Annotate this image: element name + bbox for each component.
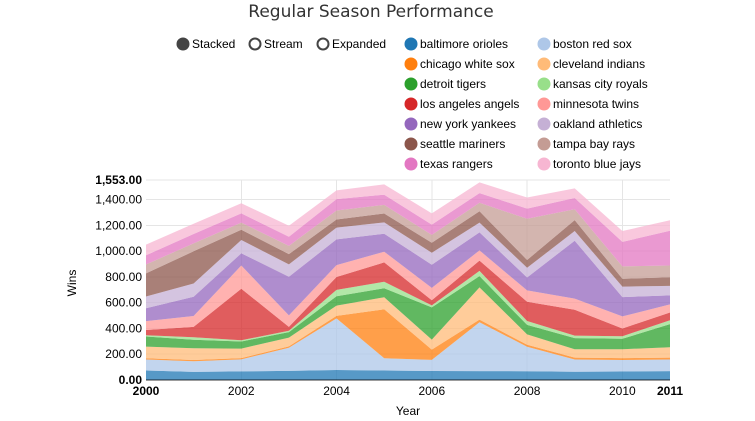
legend-item[interactable]: new york yankees <box>404 117 517 131</box>
x-axis-label: Year <box>396 404 420 418</box>
area-new-york-yankees[interactable] <box>146 232 670 322</box>
legend-item[interactable]: minnesota twins <box>537 97 640 111</box>
legend-label[interactable]: new york yankees <box>420 117 516 131</box>
area-seattle-mariners[interactable] <box>146 211 670 297</box>
legend-swatch[interactable] <box>404 77 418 91</box>
legend-label[interactable]: toronto blue jays <box>553 157 641 171</box>
area-detroit-tigers[interactable] <box>146 276 670 350</box>
legend-label[interactable]: kansas city royals <box>553 77 648 91</box>
legend-swatch[interactable] <box>404 117 418 131</box>
control-label[interactable]: Stream <box>264 37 303 51</box>
legend-swatch[interactable] <box>404 37 418 51</box>
legend-swatch[interactable] <box>404 57 418 71</box>
y-tick-label: 0.00 <box>119 373 143 387</box>
legend-label[interactable]: detroit tigers <box>420 77 486 91</box>
legend-label[interactable]: seattle mariners <box>420 137 505 151</box>
y-tick-label: 1,000.00 <box>95 244 142 258</box>
control-label[interactable]: Stacked <box>192 37 235 51</box>
area-texas-rangers[interactable] <box>146 193 670 267</box>
control-circle[interactable] <box>316 37 330 51</box>
legend-item[interactable]: seattle mariners <box>404 137 506 151</box>
control-expanded[interactable]: Expanded <box>316 37 387 51</box>
legend-label[interactable]: los angeles angels <box>420 97 519 111</box>
y-tick-label: 600.00 <box>105 296 142 310</box>
legend-item[interactable]: oakland athletics <box>537 117 643 131</box>
x-axis: 2000 2002 2004 2006 2008 2010 2011 <box>133 379 683 398</box>
legend-swatch[interactable] <box>537 117 551 131</box>
legend-item[interactable]: baltimore orioles <box>404 37 509 51</box>
legend-label[interactable]: oakland athletics <box>553 117 642 131</box>
y-tick-label: 1,553.00 <box>95 173 142 187</box>
y-tick-label: 800.00 <box>105 270 142 284</box>
chart-controls: Stacked Stream Expanded <box>176 37 387 51</box>
x-tick-label: 2004 <box>323 384 350 398</box>
control-stream[interactable]: Stream <box>248 37 303 51</box>
legend-item[interactable]: boston red sox <box>537 37 632 51</box>
area-minnesota-twins[interactable] <box>146 250 670 330</box>
legend-label[interactable]: tampa bay rays <box>553 137 635 151</box>
x-tick-label: 2010 <box>609 384 636 398</box>
x-tick-label: 2002 <box>228 384 255 398</box>
legend-swatch[interactable] <box>404 137 418 151</box>
legend-label[interactable]: texas rangers <box>420 157 493 171</box>
legend-label[interactable]: cleveland indians <box>553 57 645 71</box>
legend-swatch[interactable] <box>537 137 551 151</box>
legend-label[interactable]: minnesota twins <box>553 97 639 111</box>
legend-swatch[interactable] <box>537 37 551 51</box>
y-tick-label: 1,200.00 <box>95 218 142 232</box>
legend-item[interactable]: toronto blue jays <box>537 157 642 171</box>
legend-item[interactable]: tampa bay rays <box>537 137 636 151</box>
area-boston-red-sox[interactable] <box>146 318 670 372</box>
legend-item[interactable]: cleveland indians <box>537 57 646 71</box>
area-oakland-athletics[interactable] <box>146 222 670 309</box>
area-toronto-blue-jays[interactable] <box>146 182 670 256</box>
legend-item[interactable]: detroit tigers <box>404 77 487 91</box>
legend-label[interactable]: baltimore orioles <box>420 37 508 51</box>
control-circle[interactable] <box>176 37 190 51</box>
legend-swatch[interactable] <box>537 97 551 111</box>
legend-swatch[interactable] <box>537 57 551 71</box>
legend-swatch[interactable] <box>537 77 551 91</box>
chart-legend: baltimore orioles boston red sox chicago w… <box>404 37 648 171</box>
control-stacked[interactable]: Stacked <box>176 37 236 51</box>
area-cleveland-indians[interactable] <box>146 287 670 360</box>
area-los-angeles-angels[interactable] <box>146 260 670 341</box>
y-axis: 0.00 200.00 400.00 600.00 800.00 1,000.00 1,20… <box>95 173 142 387</box>
x-tick-label: 2000 <box>133 384 160 398</box>
y-tick-label: 1,400.00 <box>95 193 142 207</box>
legend-item[interactable]: kansas city royals <box>537 77 648 91</box>
legend-swatch[interactable] <box>537 157 551 171</box>
legend-item[interactable]: texas rangers <box>404 157 493 171</box>
chart-title: Regular Season Performance <box>248 2 493 22</box>
area-chicago-white-sox[interactable] <box>146 309 670 362</box>
legend-label[interactable]: chicago white sox <box>420 57 515 71</box>
y-tick-label: 400.00 <box>105 321 142 335</box>
legend-item[interactable]: los angeles angels <box>404 97 520 111</box>
x-tick-label: 2008 <box>514 384 541 398</box>
control-circle[interactable] <box>248 37 262 51</box>
legend-swatch[interactable] <box>404 157 418 171</box>
x-tick-label: 2011 <box>657 384 683 398</box>
legend-swatch[interactable] <box>404 97 418 111</box>
area-baltimore-orioles[interactable] <box>146 370 670 380</box>
y-tick-label: 200.00 <box>105 347 142 361</box>
area-tampa-bay-rays[interactable] <box>146 202 670 279</box>
area-layers <box>146 182 670 380</box>
x-tick-label: 2006 <box>418 384 445 398</box>
legend-item[interactable]: chicago white sox <box>404 57 515 71</box>
y-axis-label: Wins <box>65 270 79 297</box>
legend-label[interactable]: boston red sox <box>553 37 632 51</box>
control-label[interactable]: Expanded <box>332 37 386 51</box>
